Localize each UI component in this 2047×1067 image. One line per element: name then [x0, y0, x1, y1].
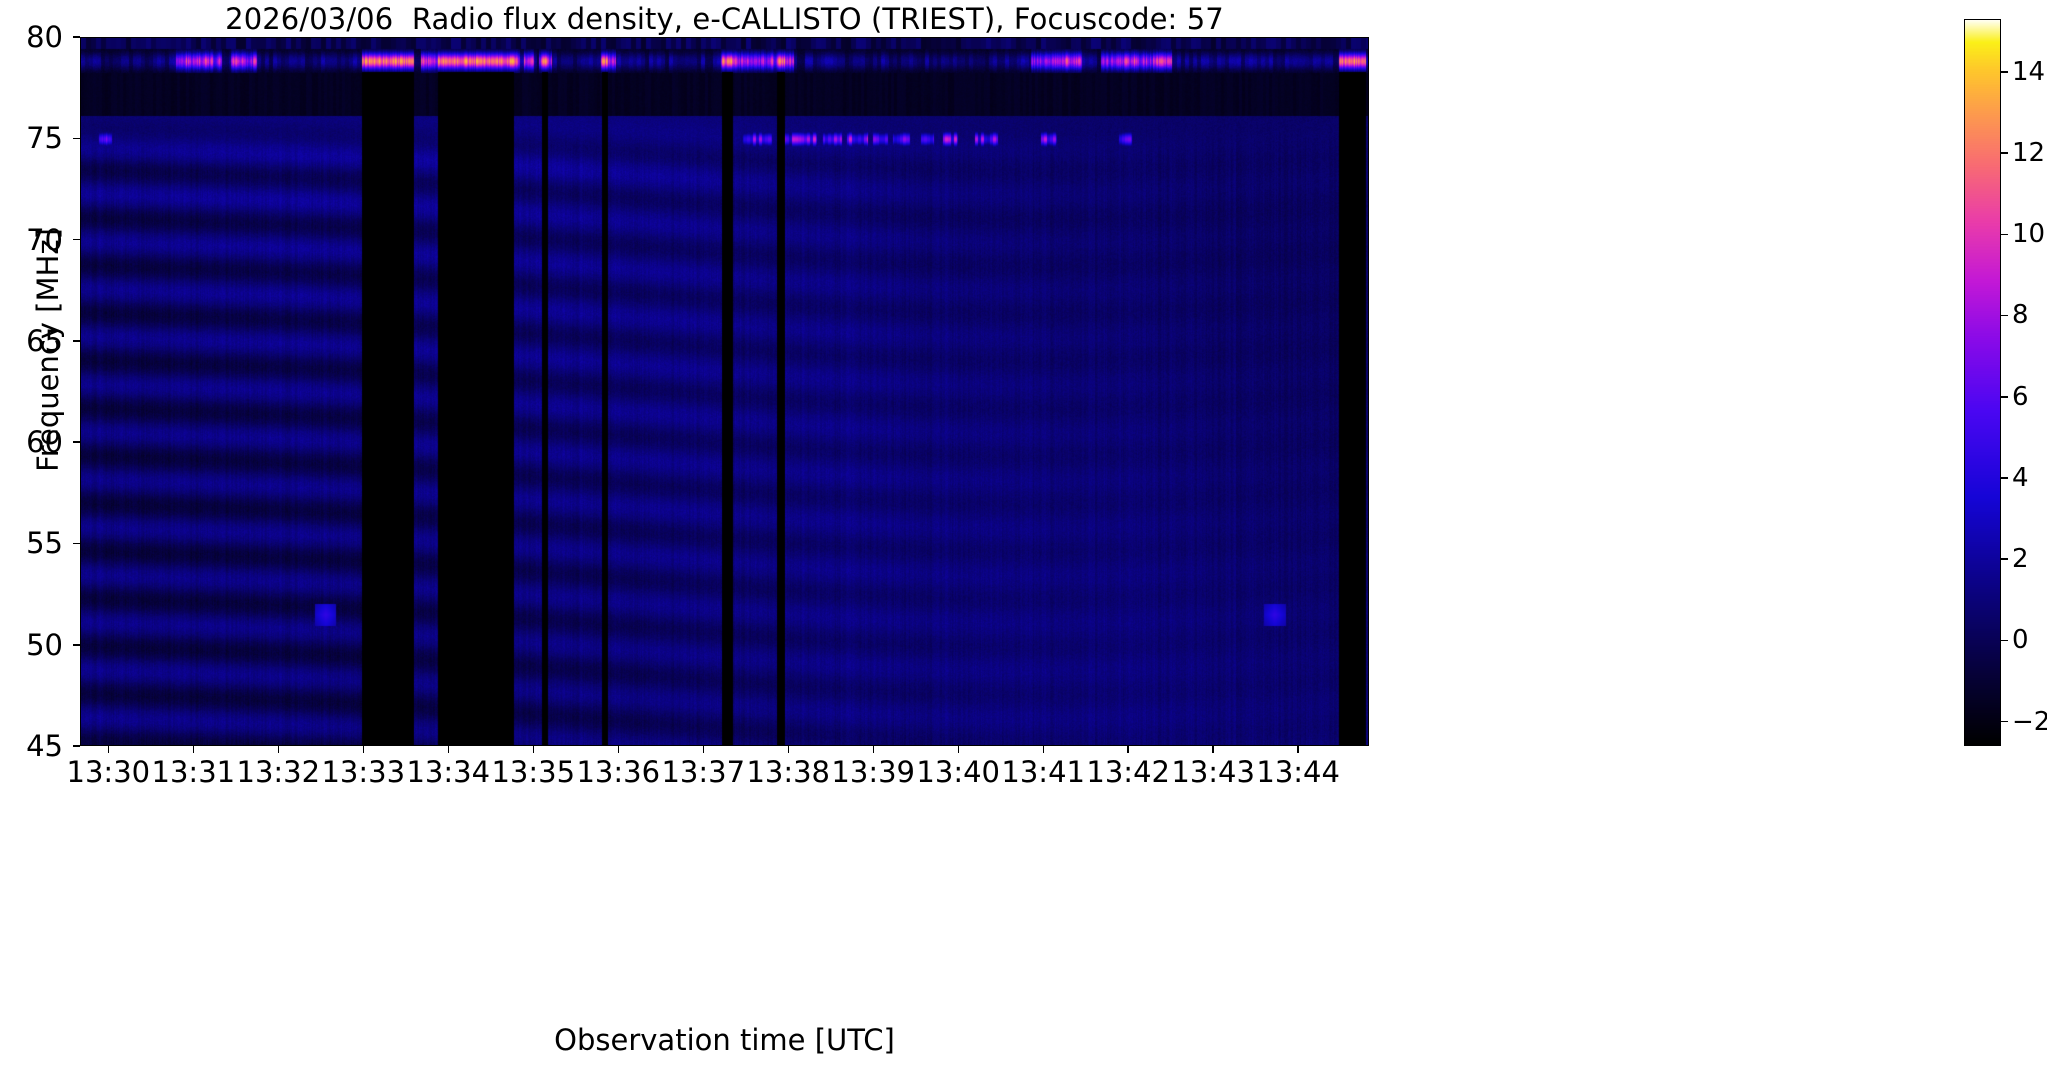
- y-tick-mark: [73, 137, 80, 140]
- y-tick-mark: [73, 340, 80, 342]
- x-tick-mark: [362, 746, 365, 753]
- spectrogram-plot-area[interactable]: [80, 37, 1369, 746]
- x-tick-label-13-38: 13:38: [746, 755, 831, 789]
- y-axis-label: Frequency [MHz]: [31, 228, 65, 472]
- x-tick-mark: [1212, 746, 1214, 753]
- colorbar-tick-label: 8: [2012, 300, 2029, 331]
- y-tick-mark: [73, 644, 80, 646]
- colorbar-tick-label: 12: [2012, 138, 2046, 169]
- x-tick-label-13-36: 13:36: [576, 755, 661, 789]
- y-tick-mark: [73, 36, 80, 38]
- x-tick-label-13-34: 13:34: [406, 755, 491, 789]
- colorbar-tick-mark: [2001, 314, 2008, 317]
- colorbar-tick-mark: [2001, 396, 2008, 398]
- colorbar-tick-label: 2: [2012, 544, 2029, 575]
- x-tick-mark: [447, 746, 450, 753]
- colorbar-tick-mark: [2001, 233, 2008, 236]
- x-tick-label-13-41: 13:41: [1001, 755, 1085, 789]
- x-tick-label-13-37: 13:37: [661, 755, 746, 789]
- x-tick-label-13-40: 13:40: [916, 755, 1000, 789]
- y-tick-label-75: 75: [26, 121, 63, 156]
- x-tick-label-13-42: 13:42: [1086, 755, 1170, 789]
- colorbar-tick-label: −2: [2012, 706, 2047, 737]
- colorbar-tick-label: 4: [2012, 462, 2029, 493]
- colorbar-tick-label: 6: [2012, 381, 2029, 412]
- colorbar-tick-label: 10: [2012, 219, 2046, 250]
- y-tick-label-80: 80: [26, 20, 63, 54]
- x-tick-mark: [617, 746, 620, 753]
- y-tick-mark: [73, 542, 80, 545]
- x-tick-label-13-39: 13:39: [831, 755, 915, 789]
- colorbar-tick-mark: [2001, 720, 2008, 723]
- y-tick-label-45: 45: [26, 729, 63, 763]
- spectrogram-image: [81, 38, 1368, 745]
- x-tick-mark: [1042, 746, 1044, 753]
- x-tick-mark: [872, 746, 875, 753]
- colorbar-tick-label: 14: [2012, 56, 2046, 87]
- y-tick-mark: [73, 441, 80, 443]
- colorbar-tick-mark: [2001, 71, 2008, 73]
- x-tick-mark: [532, 746, 535, 753]
- y-tick-label-60: 60: [26, 425, 63, 460]
- x-tick-label-13-33: 13:33: [321, 755, 406, 789]
- x-tick-label-13-30: 13:30: [66, 755, 151, 789]
- colorbar-tick-mark: [2001, 152, 2008, 154]
- x-tick-mark: [787, 746, 790, 753]
- x-tick-mark: [1127, 746, 1129, 753]
- x-tick-label-13-32: 13:32: [236, 755, 321, 789]
- y-tick-label-70: 70: [26, 222, 63, 257]
- colorbar-tick-mark: [2001, 639, 2008, 642]
- y-tick-label-55: 55: [26, 526, 63, 561]
- page-title: 2026/03/06 Radio flux density, e-CALLIST…: [225, 2, 1224, 36]
- colorbar-gradient: [1965, 20, 2000, 745]
- x-tick-label-13-31: 13:31: [151, 755, 236, 789]
- y-tick-mark: [73, 238, 80, 241]
- x-tick-mark: [1297, 746, 1299, 753]
- x-tick-mark: [702, 746, 705, 753]
- x-tick-label-13-43: 13:43: [1171, 755, 1255, 789]
- y-tick-label-50: 50: [26, 627, 63, 662]
- x-tick-mark: [957, 746, 960, 753]
- x-tick-mark: [107, 746, 110, 753]
- y-tick-mark: [73, 745, 80, 747]
- colorbar-tick-label: 0: [2012, 625, 2029, 656]
- x-tick-label-13-35: 13:35: [491, 755, 576, 789]
- x-tick-mark: [277, 746, 280, 753]
- y-tick-label-65: 65: [26, 323, 63, 358]
- x-tick-mark: [192, 746, 195, 753]
- colorbar-tick-mark: [2001, 558, 2008, 560]
- colorbar[interactable]: [1964, 19, 2001, 746]
- x-axis-label: Observation time [UTC]: [554, 1023, 895, 1057]
- colorbar-tick-mark: [2001, 477, 2008, 479]
- x-tick-label-13-44: 13:44: [1256, 755, 1340, 789]
